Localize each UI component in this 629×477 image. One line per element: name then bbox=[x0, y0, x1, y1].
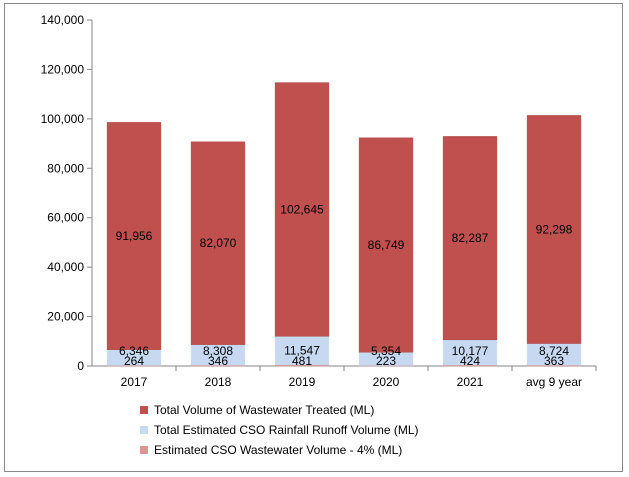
bar-total-volume-of-wastewater-treated-ml bbox=[106, 122, 162, 350]
legend: Total Volume of Wastewater Treated (ML) … bbox=[140, 400, 419, 460]
legend-label-cso-wastewater: Estimated CSO Wastewater Volume - 4% (ML… bbox=[154, 443, 403, 457]
data-label: 91,956 bbox=[116, 229, 153, 243]
bar-total-volume-of-wastewater-treated-ml bbox=[358, 137, 414, 353]
data-label: 92,298 bbox=[536, 222, 573, 236]
data-label: 5,354 bbox=[371, 344, 401, 358]
y-tick-label: 120,000 bbox=[41, 62, 85, 76]
data-label: 363 bbox=[544, 354, 564, 368]
x-tick-label: 2018 bbox=[205, 375, 232, 389]
data-label: 10,177 bbox=[452, 344, 489, 358]
data-label: 82,287 bbox=[452, 231, 489, 245]
y-tick-label: 20,000 bbox=[47, 310, 84, 324]
legend-item: Estimated CSO Wastewater Volume - 4% (ML… bbox=[140, 440, 419, 460]
data-label: 424 bbox=[460, 354, 480, 368]
data-label: 223 bbox=[376, 354, 396, 368]
y-tick-label: 80,000 bbox=[47, 161, 84, 175]
legend-swatch-cso-wastewater bbox=[140, 446, 148, 454]
x-tick-label: 2020 bbox=[373, 375, 400, 389]
y-tick-label: 0 bbox=[77, 359, 84, 373]
x-tick-label: avg 9 year bbox=[526, 375, 582, 389]
stacked-bar-chart: 0 20,000 40,000 60,000 80,000 100,000 120,000 1… bbox=[41, 13, 597, 389]
y-tick-label: 40,000 bbox=[47, 260, 84, 274]
bar-total-volume-of-wastewater-treated-ml bbox=[442, 136, 498, 341]
legend-swatch-wastewater-treated bbox=[140, 406, 148, 414]
data-label: 11,547 bbox=[284, 344, 320, 358]
y-tick-label: 140,000 bbox=[41, 13, 85, 27]
data-label: 6,346 bbox=[119, 344, 149, 358]
x-tick-label: 2017 bbox=[121, 375, 148, 389]
data-label: 264 bbox=[124, 354, 144, 368]
data-label: 346 bbox=[208, 354, 228, 368]
legend-swatch-rainfall-runoff bbox=[140, 426, 148, 434]
bar-total-volume-of-wastewater-treated-ml bbox=[274, 82, 330, 337]
legend-label-rainfall-runoff: Total Estimated CSO Rainfall Runoff Volu… bbox=[154, 423, 419, 437]
x-tick-label: 2019 bbox=[289, 375, 316, 389]
bar-total-volume-of-wastewater-treated-ml bbox=[190, 141, 246, 345]
y-tick-label: 100,000 bbox=[41, 112, 85, 126]
bar-total-estimated-cso-rainfall-runoff-volume-ml bbox=[442, 339, 498, 366]
data-label: 8,724 bbox=[539, 344, 569, 358]
x-tick-label: 2021 bbox=[457, 375, 484, 389]
data-label: 481 bbox=[292, 354, 312, 368]
legend-label-wastewater-treated: Total Volume of Wastewater Treated (ML) bbox=[154, 403, 375, 417]
data-label: 86,749 bbox=[368, 238, 405, 252]
data-label: 8,308 bbox=[203, 344, 233, 358]
legend-item: Total Estimated CSO Rainfall Runoff Volu… bbox=[140, 420, 419, 440]
bar-total-estimated-cso-rainfall-runoff-volume-ml bbox=[274, 336, 330, 366]
data-label: 82,070 bbox=[200, 236, 237, 250]
y-tick-label: 60,000 bbox=[47, 211, 84, 225]
legend-item: Total Volume of Wastewater Treated (ML) bbox=[140, 400, 419, 420]
bar-total-volume-of-wastewater-treated-ml bbox=[526, 115, 582, 344]
data-label: 102,645 bbox=[280, 202, 324, 216]
